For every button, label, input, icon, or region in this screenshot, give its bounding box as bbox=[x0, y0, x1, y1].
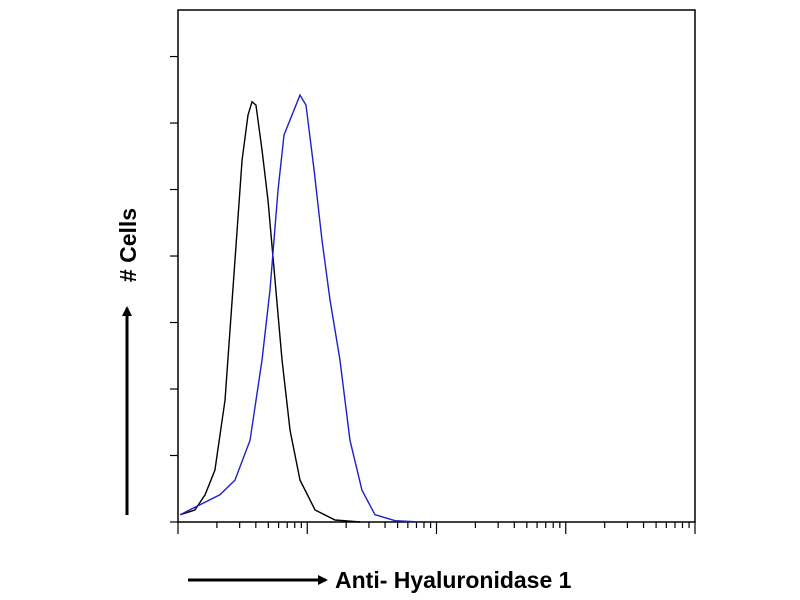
y-axis-label: # Cells bbox=[115, 208, 141, 282]
plot-frame bbox=[177, 9, 696, 523]
series-line bbox=[179, 100, 361, 523]
series-line bbox=[179, 93, 421, 523]
x-axis-label: Anti- Hyaluronidase 1 bbox=[335, 567, 572, 593]
